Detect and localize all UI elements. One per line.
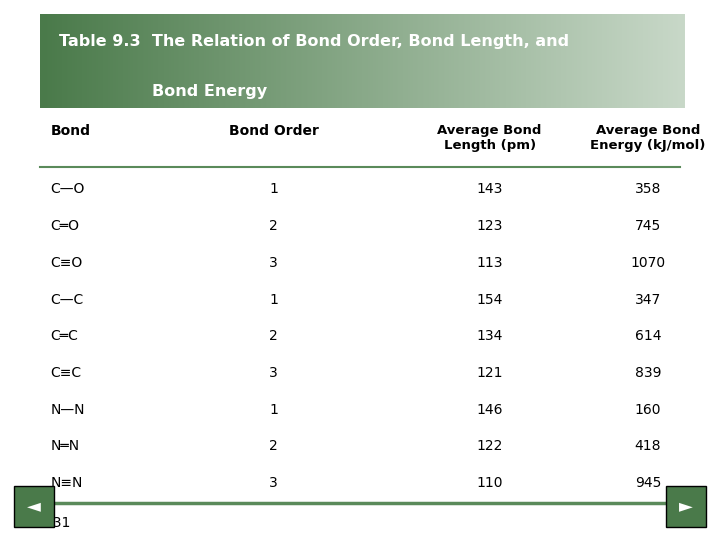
Text: N—N: N—N: [50, 403, 85, 417]
Text: 347: 347: [635, 293, 661, 307]
Text: 945: 945: [635, 476, 661, 490]
Text: 1: 1: [269, 183, 278, 197]
Text: 154: 154: [477, 293, 503, 307]
Text: C≡C: C≡C: [50, 366, 81, 380]
Text: Average Bond
Energy (kJ/mol): Average Bond Energy (kJ/mol): [590, 124, 706, 152]
Text: Bond Order: Bond Order: [229, 124, 318, 138]
Text: 160: 160: [635, 403, 661, 417]
Text: C—C: C—C: [50, 293, 84, 307]
Text: 123: 123: [477, 219, 503, 233]
Text: 614: 614: [635, 329, 661, 343]
Text: N≡N: N≡N: [50, 476, 83, 490]
Text: 1070: 1070: [631, 256, 665, 270]
Text: 146: 146: [477, 403, 503, 417]
Text: Table 9.3  The Relation of Bond Order, Bond Length, and: Table 9.3 The Relation of Bond Order, Bo…: [59, 34, 569, 49]
Text: 121: 121: [477, 366, 503, 380]
Text: C≡O: C≡O: [50, 256, 83, 270]
Text: C—O: C—O: [50, 183, 85, 197]
Text: C═C: C═C: [50, 329, 78, 343]
Text: 113: 113: [477, 256, 503, 270]
Text: 134: 134: [477, 329, 503, 343]
FancyBboxPatch shape: [14, 486, 54, 526]
Text: 418: 418: [635, 440, 661, 454]
Text: 122: 122: [477, 440, 503, 454]
Text: N═N: N═N: [50, 440, 79, 454]
Text: 2: 2: [269, 219, 278, 233]
Text: Bond: Bond: [50, 124, 91, 138]
Text: C═O: C═O: [50, 219, 79, 233]
Text: 839: 839: [635, 366, 661, 380]
Text: 2: 2: [269, 440, 278, 454]
Text: 143: 143: [477, 183, 503, 197]
Text: 745: 745: [635, 219, 661, 233]
Text: 3: 3: [269, 476, 278, 490]
Text: ►: ►: [678, 497, 693, 516]
Text: Bond Energy: Bond Energy: [153, 84, 268, 99]
Text: 3: 3: [269, 256, 278, 270]
Text: 9-31: 9-31: [40, 516, 71, 530]
Text: 1: 1: [269, 403, 278, 417]
Text: 2: 2: [269, 329, 278, 343]
Text: ◄: ◄: [27, 497, 41, 516]
Text: 358: 358: [635, 183, 661, 197]
Text: 3: 3: [269, 366, 278, 380]
Text: Average Bond
Length (pm): Average Bond Length (pm): [438, 124, 541, 152]
Text: 1: 1: [269, 293, 278, 307]
FancyBboxPatch shape: [666, 486, 706, 526]
Text: 110: 110: [477, 476, 503, 490]
